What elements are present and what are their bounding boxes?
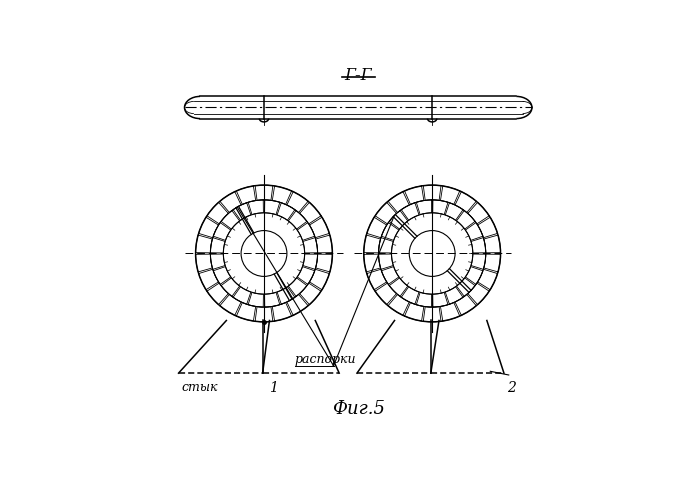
Text: стык: стык xyxy=(182,381,219,394)
Text: Фиг.5: Фиг.5 xyxy=(332,400,384,418)
Text: 2: 2 xyxy=(507,381,517,395)
Text: 1: 1 xyxy=(269,381,278,395)
Text: распорки: распорки xyxy=(295,353,356,366)
Text: Г-Г: Г-Г xyxy=(345,67,372,84)
